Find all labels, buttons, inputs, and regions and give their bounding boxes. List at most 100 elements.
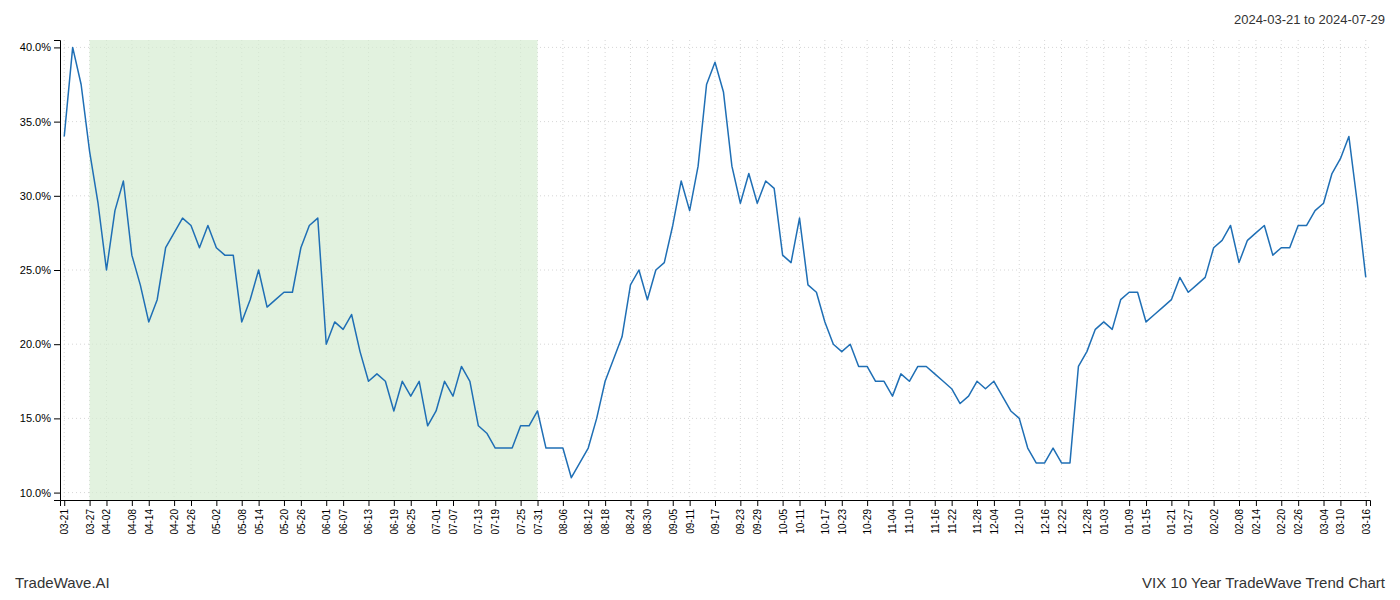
tick-mark (478, 500, 479, 506)
tick-mark (1062, 500, 1063, 506)
tick-mark (757, 500, 758, 506)
tick: 11-28 (972, 500, 983, 534)
tick-label: 04-26 (186, 509, 197, 535)
tick-label: 12-22 (1057, 509, 1068, 535)
tick: 06-01 (321, 500, 332, 535)
tick-label: 08-30 (642, 509, 653, 535)
tick: 35.0% (20, 116, 60, 128)
tick: 06-13 (363, 500, 374, 535)
tick: 10-11 (795, 500, 806, 534)
tick-label: 11-04 (887, 509, 898, 534)
tick-mark (690, 500, 691, 506)
tick: 03-10 (1335, 500, 1346, 535)
tick-label: 10-17 (820, 509, 831, 535)
tick-label: 11-28 (972, 509, 983, 534)
tick-mark (630, 500, 631, 506)
grid (60, 40, 1370, 500)
tick: 09-05 (668, 500, 679, 535)
tick-mark (411, 500, 412, 506)
tick-label: 08-12 (583, 509, 594, 535)
tick-label: 01-27 (1183, 509, 1194, 535)
tick-mark (740, 500, 741, 506)
grid-line (1146, 40, 1147, 500)
tick-mark (800, 500, 801, 506)
tick-mark (132, 500, 133, 506)
tick-mark (54, 493, 60, 494)
tick: 11-10 (904, 500, 915, 534)
tick-label: 04-14 (144, 509, 155, 535)
grid-line (824, 40, 825, 500)
tick-mark (368, 500, 369, 506)
marks (64, 40, 1366, 500)
tick: 07-13 (473, 500, 484, 535)
tick: 07-31 (533, 500, 544, 535)
tick-label: 09-05 (668, 509, 679, 535)
subtitle: 2024-03-21 to 2024-07-29 (1234, 12, 1385, 27)
tick: 09-11 (685, 500, 696, 534)
tick-mark (284, 500, 285, 506)
tick: 05-26 (296, 500, 307, 535)
grid-line (892, 40, 893, 500)
tick-label: 11-16 (930, 509, 941, 534)
tick: 05-02 (211, 500, 222, 535)
tick-mark (605, 500, 606, 506)
tick-mark (842, 500, 843, 506)
tick: 10.0% (20, 487, 60, 499)
tick-label: 30.0% (20, 190, 51, 202)
tick-mark (563, 500, 564, 506)
tick-label: 02-26 (1293, 509, 1304, 535)
grid-line (1019, 40, 1020, 500)
tick-mark (1256, 500, 1257, 506)
tick: 10-05 (778, 500, 789, 535)
tick-mark (149, 500, 150, 506)
tick: 08-12 (583, 500, 594, 535)
tick: 07-07 (448, 500, 459, 535)
tick-mark (1045, 500, 1046, 506)
tick-mark (326, 500, 327, 506)
grid-line (1171, 40, 1172, 500)
grid-line (757, 40, 758, 500)
tick: 09-23 (735, 500, 746, 535)
tick-mark (242, 500, 243, 506)
tick: 02-20 (1276, 500, 1287, 535)
grid-line (1340, 40, 1341, 500)
tick: 05-08 (237, 500, 248, 535)
tick-label: 01-15 (1141, 509, 1152, 535)
tick-mark (436, 500, 437, 506)
tick: 12-22 (1057, 500, 1068, 535)
tick: 10-23 (837, 500, 848, 535)
tick-label: 07-07 (448, 509, 459, 535)
grid-line (1044, 40, 1045, 500)
tick-mark (301, 500, 302, 506)
tick-mark (174, 500, 175, 506)
tick-mark (54, 418, 60, 419)
grid-line (1129, 40, 1130, 500)
tick-mark (1146, 500, 1147, 506)
tick-label: 01-21 (1166, 509, 1177, 535)
tick-mark (495, 500, 496, 506)
tick-label: 05-08 (237, 509, 248, 535)
tick-label: 40.0% (20, 41, 51, 53)
shaded-region (90, 40, 538, 500)
tick-label: 10-29 (862, 509, 873, 535)
tick: 07-25 (516, 500, 527, 535)
grid-line (1061, 40, 1062, 500)
tick-label: 35.0% (20, 116, 51, 128)
tick-label: 02-08 (1234, 509, 1245, 535)
tick: 15.0% (20, 412, 60, 424)
tick: 02-08 (1234, 500, 1245, 535)
tick-label: 08-24 (625, 509, 636, 535)
tick: 02-14 (1251, 500, 1262, 535)
tick-mark (1087, 500, 1088, 506)
grid-line (672, 40, 673, 500)
grid-line (993, 40, 994, 500)
tick-mark (994, 500, 995, 506)
tick-mark (1188, 500, 1189, 506)
tick: 04-20 (169, 500, 180, 535)
tick: 11-16 (930, 500, 941, 534)
tick-label: 09-17 (710, 509, 721, 535)
tick-label: 08-18 (600, 509, 611, 535)
grid-line (1213, 40, 1214, 500)
grid-line (841, 40, 842, 500)
tick-mark (783, 500, 784, 506)
